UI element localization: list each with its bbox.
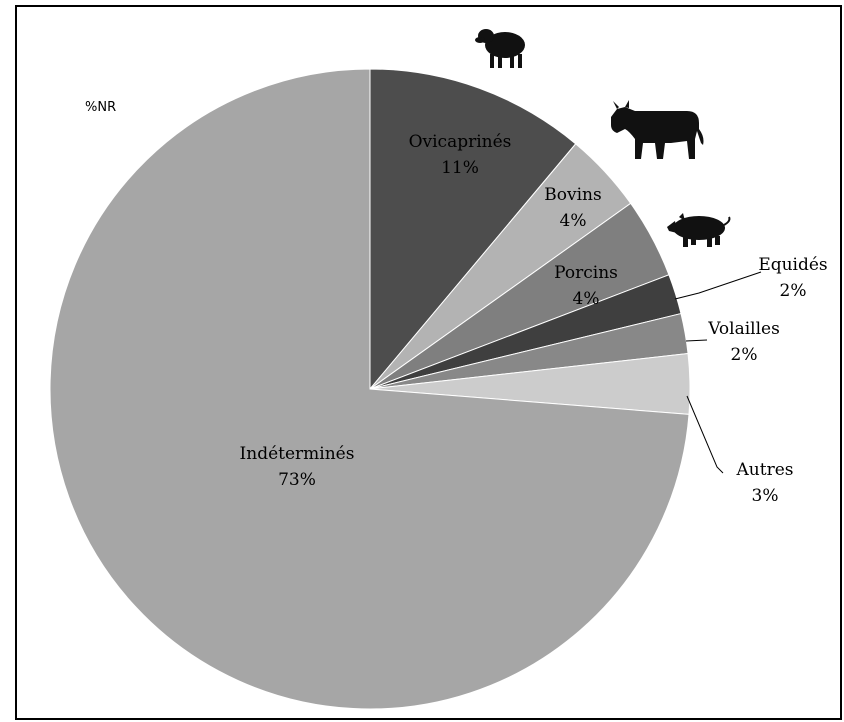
- pig-icon: [667, 213, 731, 247]
- pie-slices: [49, 68, 691, 710]
- slice-value-label: 2%: [731, 345, 758, 365]
- slice-value-label: 11%: [441, 158, 479, 178]
- leader-line-autres: [686, 395, 724, 474]
- pie-slice-indéterminés: [49, 68, 690, 710]
- slice-value-label: 73%: [278, 470, 316, 490]
- slice-name-label: Porcins: [554, 263, 618, 283]
- leader-line-volailles: [685, 339, 708, 342]
- slice-value-label: 4%: [573, 289, 600, 309]
- slice-labels: Ovicaprinés 11% Bovins 4% Porcins 4% Equidés 2%…: [240, 132, 828, 506]
- slice-name-label: Equidés: [758, 255, 827, 275]
- slice-name-label: Autres: [736, 460, 794, 480]
- slice-value-label: 3%: [752, 486, 779, 506]
- slice-name-label: Volailles: [707, 319, 780, 339]
- sheep-icon: [475, 29, 525, 68]
- slice-name-label: Bovins: [544, 185, 601, 205]
- slice-name-label: Indéterminés: [240, 444, 355, 464]
- slice-value-label: 4%: [560, 211, 587, 231]
- leader-lines: [674, 271, 762, 474]
- pie-slice-ovicaprinés: [369, 68, 577, 391]
- pie-chart: Ovicaprinés 11% Bovins 4% Porcins 4% Equidés 2%…: [49, 29, 828, 710]
- chart-title: %NR: [85, 100, 116, 115]
- chart-frame: Ovicaprinés 11% Bovins 4% Porcins 4% Equidés 2%…: [15, 5, 842, 720]
- slice-name-label: Ovicaprinés: [409, 132, 512, 152]
- cow-icon: [611, 100, 704, 159]
- slice-value-label: 2%: [780, 281, 807, 301]
- leader-line-equidés: [674, 271, 762, 300]
